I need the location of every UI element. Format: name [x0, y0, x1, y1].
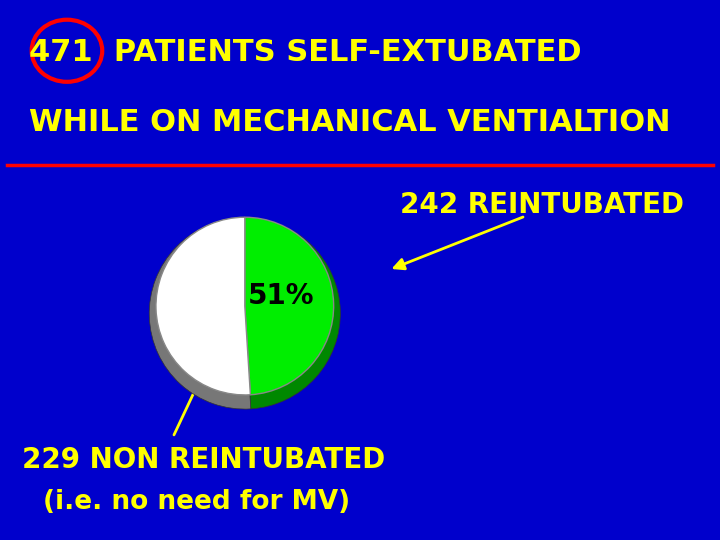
Wedge shape — [149, 218, 251, 409]
Text: 51%: 51% — [248, 282, 315, 310]
Text: 49%: 49% — [175, 280, 242, 307]
Text: 229 NON REINTUBATED: 229 NON REINTUBATED — [22, 446, 385, 474]
Text: 242 REINTUBATED: 242 REINTUBATED — [400, 191, 684, 219]
Text: (i.e. no need for MV): (i.e. no need for MV) — [43, 489, 351, 515]
Text: 471  PATIENTS SELF-EXTUBATED: 471 PATIENTS SELF-EXTUBATED — [29, 38, 582, 67]
Text: WHILE ON MECHANICAL VENTIALTION: WHILE ON MECHANICAL VENTIALTION — [29, 108, 670, 137]
Wedge shape — [156, 217, 251, 395]
Wedge shape — [245, 218, 341, 409]
Wedge shape — [245, 217, 333, 395]
